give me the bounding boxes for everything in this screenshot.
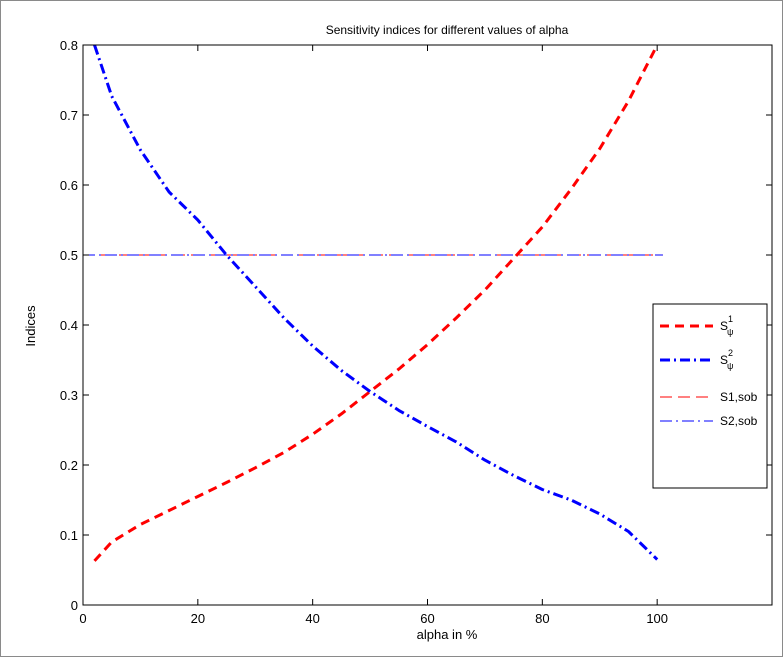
y-tick-label: 0.7 [60,108,78,123]
x-tick-label: 20 [191,611,205,626]
x-tick-label: 40 [305,611,319,626]
y-tick-label: 0.5 [60,248,78,263]
chart-title: Sensitivity indices for different values… [326,23,569,37]
legend: S1 ψ S2 ψ S1,sob S2,sob [652,303,768,489]
legend-label-2: S2 ψ [720,348,733,371]
y-tick-label: 0.6 [60,178,78,193]
x-tick-label: 100 [646,611,668,626]
legend-label-1: S1 ψ [720,314,733,337]
y-tick-label: 0.4 [60,318,78,333]
y-tick-label: 0.3 [60,388,78,403]
x-tick-label: 0 [79,611,86,626]
x-tick-label: 80 [535,611,549,626]
legend-box [652,303,768,489]
x-axis-title: alpha in % [417,627,478,642]
x-tick-label: 60 [420,611,434,626]
legend-label-3: S1,sob [720,390,758,404]
y-tick-label: 0.2 [60,458,78,473]
y-tick-label: 0.1 [60,528,78,543]
y-tick-label: 0.8 [60,38,78,53]
plot-area: 0 0.1 0.2 0.3 0.4 0.5 0.6 0.7 0.8 0 20 40 60 80 100 S1 ψ… [60,38,773,626]
y-axis-title: Indices [23,305,38,347]
series-line-2 [93,44,659,561]
legend-label-4: S2,sob [720,414,758,428]
y-tick-label: 0 [71,598,78,613]
